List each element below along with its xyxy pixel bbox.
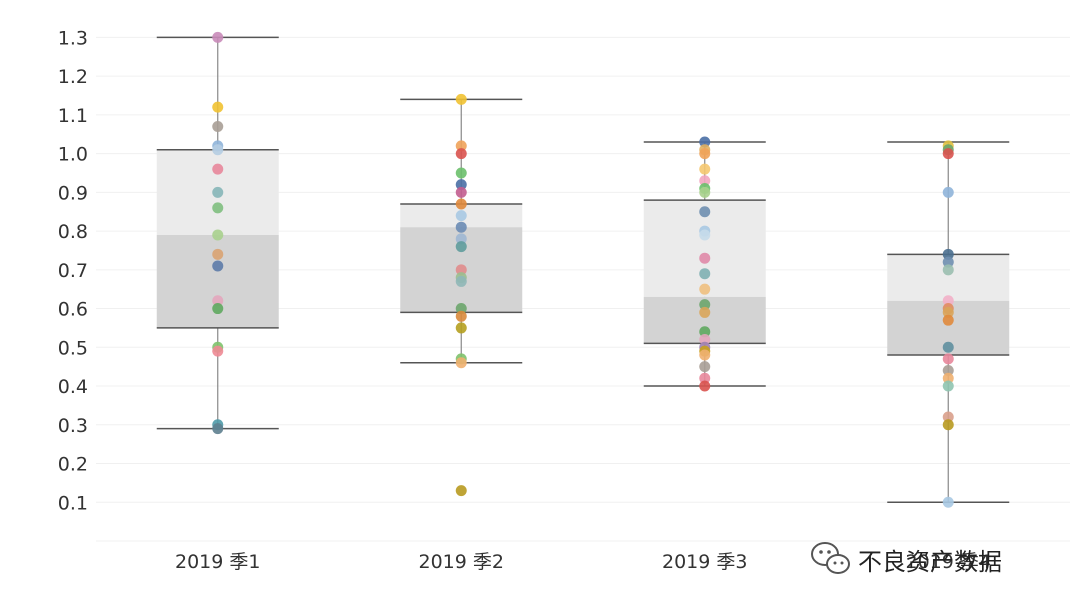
data-point bbox=[212, 248, 224, 260]
data-point bbox=[212, 186, 224, 198]
data-point bbox=[212, 101, 224, 113]
data-point bbox=[455, 275, 467, 287]
data-point bbox=[942, 372, 954, 384]
x-category-label: 2019 季4 bbox=[906, 551, 991, 573]
data-point bbox=[212, 163, 224, 175]
data-point bbox=[699, 334, 711, 346]
y-tick-label: 1.1 bbox=[58, 105, 88, 127]
data-point bbox=[942, 186, 954, 198]
data-point bbox=[455, 210, 467, 222]
wechat-icon bbox=[811, 542, 850, 574]
x-category-label: 2019 季1 bbox=[175, 551, 260, 573]
data-point bbox=[212, 423, 224, 435]
y-tick-label: 0.8 bbox=[58, 221, 88, 243]
y-tick-label: 0.5 bbox=[58, 337, 88, 359]
y-tick-label: 0.4 bbox=[58, 376, 88, 398]
data-point bbox=[699, 306, 711, 318]
data-point bbox=[699, 299, 711, 311]
y-tick-label: 0.3 bbox=[58, 415, 88, 437]
data-point bbox=[212, 144, 224, 156]
data-point bbox=[212, 202, 224, 214]
y-tick-label: 0.9 bbox=[58, 182, 88, 204]
data-point bbox=[212, 295, 224, 307]
y-tick-label: 0.6 bbox=[58, 299, 88, 321]
data-point bbox=[212, 120, 224, 132]
data-point bbox=[942, 496, 954, 508]
data-point bbox=[699, 349, 711, 361]
data-point bbox=[455, 233, 467, 245]
points bbox=[212, 31, 954, 508]
data-point bbox=[455, 179, 467, 191]
data-point bbox=[699, 252, 711, 264]
data-point bbox=[942, 365, 954, 377]
y-tick-label: 0.2 bbox=[58, 454, 88, 476]
data-point bbox=[455, 93, 467, 105]
y-tick-label: 0.7 bbox=[58, 260, 88, 282]
data-point bbox=[699, 206, 711, 218]
data-point bbox=[455, 322, 467, 334]
y-tick-label: 0.1 bbox=[58, 492, 88, 514]
data-point bbox=[699, 148, 711, 160]
data-point bbox=[699, 268, 711, 280]
x-category-label: 2019 季2 bbox=[419, 551, 504, 573]
data-point bbox=[699, 361, 711, 373]
x-category-label: 2019 季3 bbox=[662, 551, 747, 573]
data-point bbox=[455, 357, 467, 369]
watermark: 不良资产数据 bbox=[811, 542, 1002, 576]
data-point bbox=[699, 372, 711, 384]
data-point bbox=[699, 175, 711, 187]
data-point bbox=[699, 380, 711, 392]
data-point bbox=[699, 136, 711, 148]
data-point bbox=[942, 306, 954, 318]
x-axis-labels: 2019 季1 2019 季2 2019 季3 2019 季4 bbox=[175, 551, 991, 573]
data-point bbox=[942, 353, 954, 365]
data-point bbox=[942, 148, 954, 160]
data-point bbox=[455, 148, 467, 160]
data-point bbox=[942, 256, 954, 268]
data-point bbox=[699, 326, 711, 338]
data-point bbox=[942, 380, 954, 392]
data-point bbox=[699, 163, 711, 175]
data-point bbox=[942, 248, 954, 260]
data-point bbox=[212, 260, 224, 272]
data-point bbox=[212, 229, 224, 241]
y-tick-label: 1.0 bbox=[58, 144, 88, 166]
data-point bbox=[942, 419, 954, 431]
data-point bbox=[455, 310, 467, 322]
data-point bbox=[942, 314, 954, 326]
data-point bbox=[699, 283, 711, 295]
data-point bbox=[942, 341, 954, 353]
data-point bbox=[212, 345, 224, 357]
data-point bbox=[942, 264, 954, 276]
data-point bbox=[455, 221, 467, 233]
data-point bbox=[212, 303, 224, 315]
data-point bbox=[455, 241, 467, 253]
data-point bbox=[455, 303, 467, 315]
data-point bbox=[942, 295, 954, 307]
data-point bbox=[212, 31, 224, 43]
data-point bbox=[699, 186, 711, 198]
data-point bbox=[455, 264, 467, 276]
y-tick-label: 1.2 bbox=[58, 66, 88, 88]
data-point bbox=[455, 140, 467, 152]
data-point bbox=[455, 167, 467, 179]
watermark-text: 不良资产数据 bbox=[858, 548, 1002, 576]
data-point bbox=[942, 411, 954, 423]
data-point bbox=[455, 198, 467, 210]
y-tick-label: 1.3 bbox=[58, 27, 88, 49]
data-point bbox=[455, 186, 467, 198]
y-axis-ticks: 0.1 0.2 0.3 0.4 0.5 0.6 0.7 0.8 0.9 1.0 1.1 1.2 1.3 bbox=[58, 27, 88, 514]
data-point bbox=[699, 229, 711, 241]
data-point bbox=[455, 485, 467, 497]
